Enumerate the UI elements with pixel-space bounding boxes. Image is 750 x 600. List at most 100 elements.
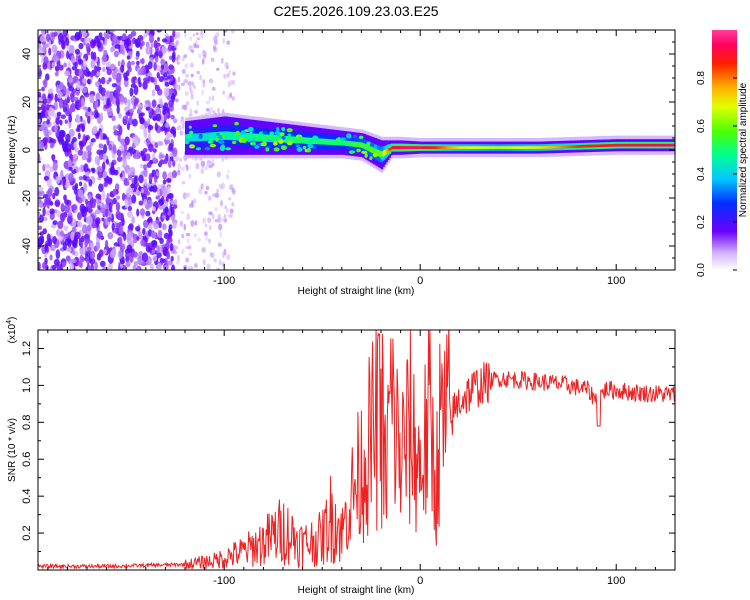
signal-peak (673, 143, 675, 147)
noise-blob (158, 230, 163, 238)
signal-peak (403, 146, 406, 150)
noise-blob (105, 158, 110, 165)
noise-blob (226, 40, 231, 45)
noise-blob (72, 136, 77, 143)
noise-blob (229, 212, 233, 219)
noise-blob (163, 102, 169, 111)
signal-peak (250, 133, 253, 142)
signal-peak (196, 133, 199, 142)
noise-blob (166, 95, 172, 101)
signal-peak (284, 135, 287, 143)
noise-blob (224, 61, 229, 69)
noise-blob (155, 195, 161, 200)
noise-blob (78, 68, 83, 77)
signal-peak (468, 146, 471, 149)
noise-blob (145, 242, 149, 248)
noise-blob (146, 218, 152, 223)
noise-blob (227, 169, 230, 173)
signal-peak (410, 146, 413, 150)
noise-blob (175, 261, 180, 265)
noise-blob (45, 73, 50, 81)
signal-peak (560, 145, 562, 149)
noise-blob (151, 220, 157, 227)
noise-blob (156, 245, 160, 254)
noise-blob (55, 175, 61, 184)
signal-blob (278, 138, 284, 144)
noise-blob (87, 79, 91, 85)
noise-blob (177, 238, 181, 245)
signal-peak (551, 145, 554, 149)
signal-peak (373, 148, 375, 154)
signal-peak (243, 132, 246, 141)
signal-peak (573, 145, 575, 148)
noise-blob (39, 231, 45, 236)
signal-peak (453, 146, 455, 149)
signal-peak (550, 145, 553, 149)
signal-peak (537, 146, 540, 149)
noise-blob (180, 210, 185, 215)
signal-peak (618, 143, 621, 147)
noise-blob (147, 61, 153, 70)
signal-peak (426, 146, 428, 149)
noise-blob (213, 46, 218, 53)
y-tick-label: -20 (21, 190, 33, 206)
noise-blob (80, 37, 85, 42)
noise-blob (119, 44, 125, 55)
signal-peak (562, 145, 565, 149)
signal-peak (662, 143, 665, 147)
x-tick-label: 100 (607, 575, 625, 587)
signal-peak (455, 146, 458, 149)
noise-blob (151, 240, 158, 245)
noise-blob (170, 126, 177, 136)
noise-blob (76, 99, 83, 108)
noise-blob (65, 142, 72, 153)
colorbar-tick-label: 0.4 (696, 167, 707, 181)
noise-blob (105, 91, 111, 97)
noise-blob (127, 200, 131, 206)
noise-blob (154, 84, 160, 92)
signal-peak (471, 146, 474, 149)
signal-peak (656, 143, 659, 147)
noise-blob (229, 208, 234, 214)
noise-blob (223, 73, 226, 79)
signal-blob (272, 141, 278, 146)
noise-blob (158, 160, 165, 165)
noise-blob (228, 79, 233, 86)
noise-blob (205, 107, 210, 112)
signal-peak (299, 136, 301, 144)
noise-blob (231, 202, 235, 207)
noise-blob (181, 248, 185, 255)
noise-blob (202, 83, 206, 88)
signal-peak (380, 151, 383, 158)
noise-blob (136, 60, 140, 66)
signal-blob (295, 144, 301, 148)
noise-blob (162, 223, 167, 231)
signal-peak (322, 138, 325, 145)
noise-blob (205, 100, 211, 105)
signal-peak (301, 137, 304, 144)
noise-blob (184, 246, 188, 250)
noise-blob (129, 87, 134, 97)
noise-blob (61, 138, 65, 146)
signal-peak (647, 143, 649, 147)
x-tick-label: 100 (607, 275, 625, 287)
noise-blob (81, 30, 88, 38)
noise-blob (111, 83, 118, 88)
signal-peak (417, 146, 420, 149)
noise-blob (38, 112, 44, 118)
noise-blob (133, 85, 139, 96)
noise-blob (164, 122, 170, 128)
noise-blob (174, 98, 179, 102)
noise-blob (113, 130, 119, 136)
noise-blob (118, 225, 124, 235)
noise-blob (166, 251, 171, 260)
noise-blob (112, 188, 117, 197)
signal-peak (442, 146, 445, 149)
noise-blob (161, 45, 167, 55)
signal-peak (489, 146, 492, 149)
signal-peak (607, 144, 609, 147)
signal-peak (638, 143, 641, 147)
signal-peak (623, 143, 626, 147)
noise-blob (141, 252, 148, 263)
noise-blob (87, 246, 92, 253)
